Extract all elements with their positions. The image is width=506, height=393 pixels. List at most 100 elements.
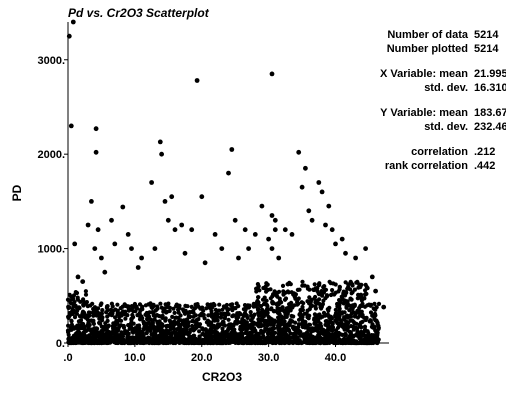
bulk-point xyxy=(146,314,152,319)
bulk-point xyxy=(200,313,205,318)
bulk-point xyxy=(187,330,192,335)
data-point xyxy=(169,194,175,200)
bulk-point xyxy=(352,287,357,292)
bulk-point xyxy=(161,309,166,314)
bulk-point xyxy=(146,302,151,307)
bulk-point xyxy=(113,335,118,340)
bulk-point xyxy=(125,313,130,318)
bulk-point xyxy=(105,314,110,319)
bulk-point xyxy=(214,331,219,336)
bulk-point xyxy=(266,314,271,320)
bulk-point xyxy=(333,313,338,318)
bulk-point xyxy=(188,314,193,319)
bulk-point xyxy=(79,325,84,330)
bulk-point xyxy=(337,309,342,314)
bulk-point xyxy=(311,287,316,292)
bulk-point xyxy=(115,340,120,345)
bulk-point xyxy=(366,302,372,307)
bulk-point xyxy=(225,308,230,313)
bulk-point xyxy=(178,313,183,318)
x-axis-label: CR2O3 xyxy=(202,370,243,384)
bulk-point xyxy=(176,322,181,327)
bulk-point xyxy=(295,287,300,292)
bulk-point xyxy=(187,335,192,340)
bulk-point xyxy=(76,319,81,324)
stat-row-number-plotted: Number plotted 5214 xyxy=(340,42,506,56)
bulk-point xyxy=(315,288,320,294)
bulk-point xyxy=(234,333,239,338)
bulk-point xyxy=(372,324,377,329)
data-point xyxy=(125,232,131,237)
bulk-point xyxy=(81,321,86,327)
bulk-point xyxy=(196,317,201,322)
bulk-point xyxy=(375,320,380,325)
bulk-point xyxy=(343,298,348,303)
bulk-point xyxy=(209,311,214,316)
bulk-point xyxy=(86,319,91,324)
bulk-point xyxy=(150,321,155,326)
bulk-point xyxy=(115,302,120,307)
bulk-point xyxy=(109,301,114,306)
bulk-point xyxy=(166,301,171,306)
stat-row-y-std-dev: std. dev. 232.465 xyxy=(340,120,506,134)
bulk-point xyxy=(290,325,295,330)
bulk-point xyxy=(84,328,89,333)
bulk-point xyxy=(193,336,198,341)
bulk-point xyxy=(340,324,345,329)
bulk-point xyxy=(359,298,364,303)
bulk-point xyxy=(213,307,218,312)
bulk-point xyxy=(190,323,195,329)
data-point xyxy=(306,208,312,214)
y-tick-label: 1000. xyxy=(37,244,65,256)
data-point xyxy=(339,236,345,242)
bulk-point xyxy=(220,326,225,331)
bulk-point xyxy=(356,285,361,290)
bulk-point xyxy=(215,338,220,343)
bulk-point xyxy=(315,285,320,291)
bulk-point xyxy=(75,323,80,328)
bulk-point xyxy=(318,305,323,310)
bulk-point xyxy=(293,296,298,301)
bulk-point xyxy=(139,338,145,343)
data-point xyxy=(152,246,158,252)
bulk-point xyxy=(156,333,161,338)
bulk-point xyxy=(170,314,175,319)
y-tick-label: 0. xyxy=(56,338,65,350)
bulk-point xyxy=(276,328,281,333)
data-point xyxy=(162,199,168,204)
bulk-point xyxy=(129,316,134,322)
data-point xyxy=(282,227,288,233)
bulk-point xyxy=(126,308,131,313)
bulk-point xyxy=(135,323,140,328)
stat-label: rank correlation xyxy=(384,160,468,172)
bulk-point xyxy=(91,329,97,334)
bulk-point xyxy=(114,318,119,324)
bulk-point xyxy=(260,335,265,340)
bulk-point xyxy=(75,308,80,313)
bulk-point xyxy=(248,310,253,315)
bulk-point xyxy=(350,282,355,287)
bulk-point xyxy=(171,327,176,332)
stat-label: correlation xyxy=(411,146,468,158)
bulk-point xyxy=(76,332,81,337)
bulk-point xyxy=(325,323,330,328)
bulk-point xyxy=(351,310,356,315)
data-point xyxy=(85,222,91,228)
chart-title: Pd vs. Cr2O3 Scatterplot xyxy=(68,6,209,20)
data-point xyxy=(219,246,225,252)
bulk-point xyxy=(131,321,136,326)
bulk-point xyxy=(152,327,157,332)
bulk-point xyxy=(141,327,146,332)
data-point xyxy=(226,170,231,176)
bulk-point xyxy=(126,332,131,337)
bulk-point xyxy=(87,310,92,315)
bulk-point xyxy=(347,303,352,308)
stat-value: .212 xyxy=(474,146,496,158)
bulk-point xyxy=(106,338,112,343)
bulk-point xyxy=(289,300,294,305)
bulk-point xyxy=(354,310,359,315)
bulk-point xyxy=(205,329,210,334)
bulk-point xyxy=(128,326,133,331)
data-point xyxy=(95,227,101,233)
bulk-point xyxy=(101,333,106,338)
